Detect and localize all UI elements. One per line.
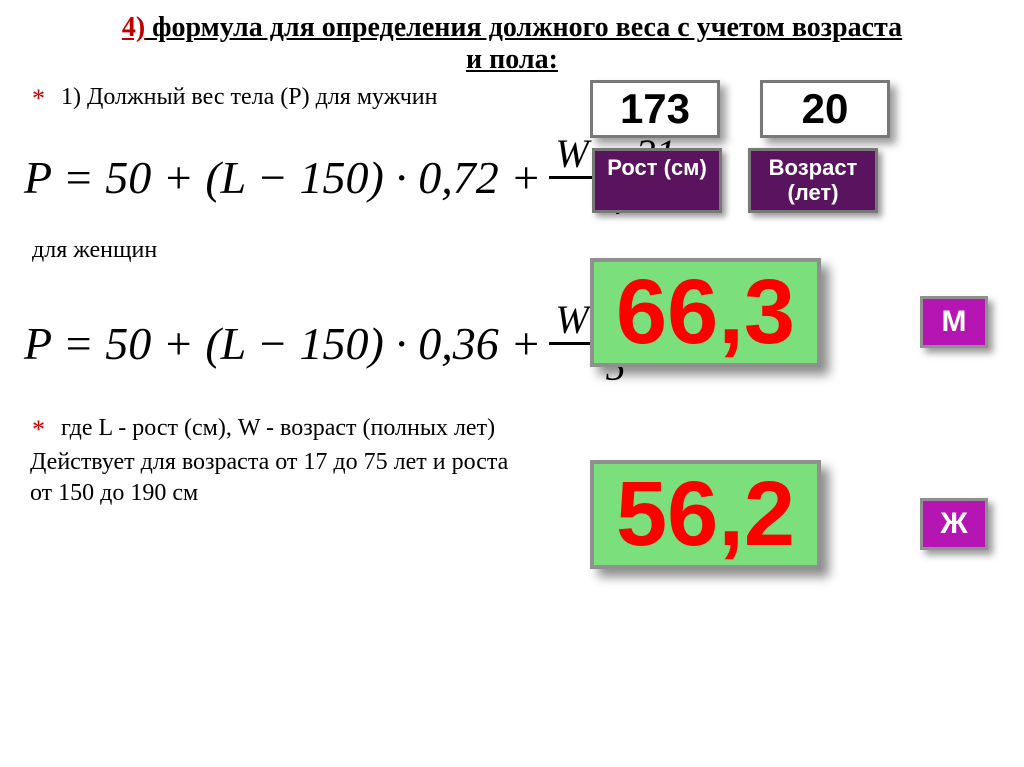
formula-women-left: P = 50 + (L − 150) · 0,36 + bbox=[24, 321, 541, 367]
formula-women: P = 50 + (L − 150) · 0,36 + W − 21 5 , bbox=[24, 298, 1004, 389]
result-male: 66,3 bbox=[590, 258, 821, 367]
height-input[interactable]: 173 bbox=[590, 80, 720, 138]
title-text: формула для определения должного веса с … bbox=[145, 12, 902, 75]
result-female-wrap: 56,2 bbox=[590, 460, 821, 569]
page-title: 4) формула для определения должного веса… bbox=[112, 12, 912, 76]
age-label: Возраст (лет) bbox=[748, 148, 878, 213]
title-number: 4) bbox=[122, 12, 145, 43]
formula-men-left: P = 50 + (L − 150) · 0,72 + bbox=[24, 155, 541, 201]
bullet-star-icon: * bbox=[32, 84, 45, 113]
input-row: 173 20 bbox=[590, 80, 890, 138]
men-label: 1) Должный вес тела (Р) для мужчин bbox=[61, 84, 437, 110]
valid-note-1: Действует для возраста от 17 до 75 лет и… bbox=[30, 449, 1004, 476]
bullet-star-icon: * bbox=[32, 415, 45, 444]
age-input[interactable]: 20 bbox=[760, 80, 890, 138]
label-row: Рост (см) Возраст (лет) bbox=[592, 148, 878, 213]
result-female: 56,2 bbox=[590, 460, 821, 569]
result-male-wrap: 66,3 bbox=[590, 258, 821, 367]
gender-male-badge: М bbox=[920, 296, 988, 348]
women-label: для женщин bbox=[32, 237, 1004, 264]
height-label: Рост (см) bbox=[592, 148, 722, 213]
gender-female-badge: Ж bbox=[920, 498, 988, 550]
where-text: где L - рост (см), W - возраст (полных л… bbox=[61, 415, 495, 441]
valid-note-2: от 150 до 190 см bbox=[30, 480, 1004, 507]
where-note: * где L - рост (см), W - возраст (полных… bbox=[32, 415, 1004, 445]
